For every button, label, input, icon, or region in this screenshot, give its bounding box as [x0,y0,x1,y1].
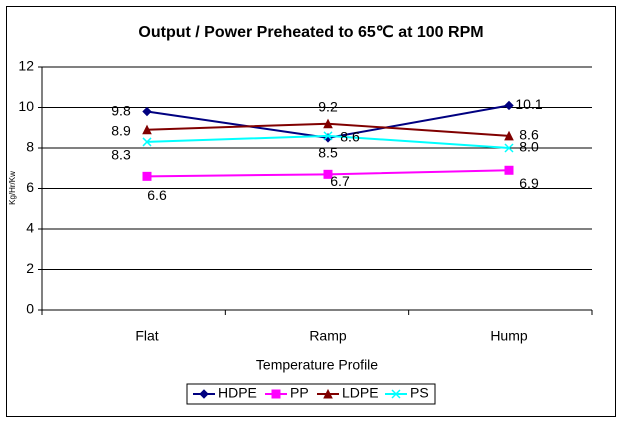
marker [271,389,281,399]
marker [504,165,514,175]
x-tick-label: Ramp [309,328,347,344]
data-label: 8.6 [340,129,360,145]
marker [142,137,152,147]
legend-label: PS [410,385,429,401]
marker [323,118,333,129]
legend-box [186,383,436,405]
marker [504,100,514,111]
data-label: 8.5 [318,145,338,161]
y-tick-label: 2 [26,260,34,276]
marker [504,130,514,141]
marker [142,171,152,181]
legend-label: PP [290,385,309,401]
marker [323,169,333,179]
legend-label: HDPE [218,385,257,401]
data-label: 6.6 [147,187,167,203]
marker [504,143,514,153]
data-label: 8.0 [519,139,539,155]
legend-label: LDPE [342,385,379,401]
marker [391,389,401,399]
data-label: 9.8 [111,102,131,118]
marker [323,131,333,141]
data-label: 9.2 [318,98,338,114]
chart-title: Output / Power Preheated to 65℃ at 100 R… [138,24,483,41]
y-tick-label: 12 [18,58,34,74]
data-label: 10.1 [515,96,542,112]
y-tick-label: 6 [26,179,34,195]
y-tick-label: 0 [26,301,34,317]
y-tick-label: 10 [18,98,34,114]
x-tick-label: Hump [490,328,528,344]
y-tick-label: 4 [26,220,34,236]
data-label: 8.9 [111,122,131,138]
marker [142,124,152,135]
data-label: 6.9 [519,175,539,191]
data-label: 8.3 [111,147,131,163]
chart-border [6,6,616,417]
marker [142,106,152,117]
data-label: 6.7 [330,173,350,189]
data-label: 8.6 [519,127,539,143]
marker [199,389,209,399]
y-tick-label: 8 [26,139,34,155]
x-axis-title: Temperature Profile [256,357,378,373]
marker [323,388,333,399]
y-axis-title: Kg/Hr/Kw [8,171,17,205]
x-tick-label: Flat [135,328,158,344]
